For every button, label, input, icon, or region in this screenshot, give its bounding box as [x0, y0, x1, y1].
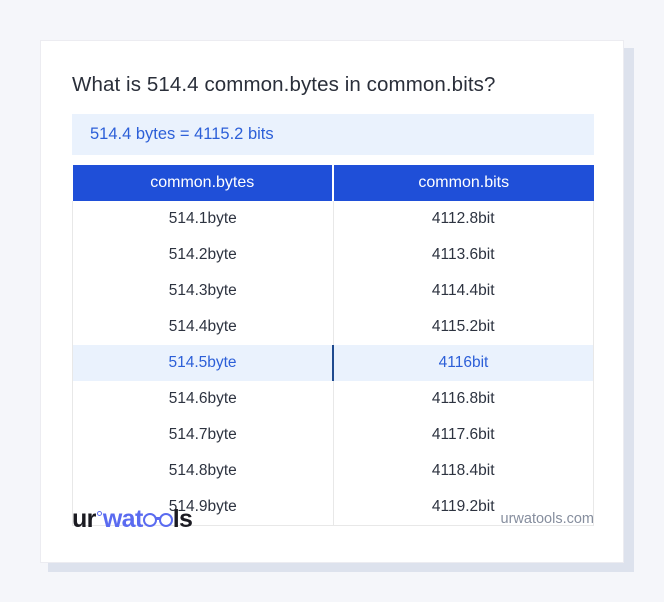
logo-text-part-1: ur [72, 504, 96, 533]
result-banner-text: 514.4 bytes = 4115.2 bits [90, 125, 274, 143]
table-row[interactable]: 514.4byte 4115.2bit [72, 309, 594, 345]
table-header-row: common.bytes common.bits [72, 165, 594, 201]
result-banner: 514.4 bytes = 4115.2 bits [72, 114, 594, 155]
page-title: What is 514.4 common.bytes in common.bit… [72, 73, 496, 96]
table-row[interactable]: 514.3byte 4114.4bit [72, 273, 594, 309]
logo-text-part-3: ls [172, 504, 193, 533]
cell-bytes: 514.7byte [72, 417, 334, 453]
cell-bits: 4113.6bit [333, 237, 594, 273]
column-header-bits[interactable]: common.bits [333, 165, 594, 201]
cell-bits: 4114.4bit [333, 273, 594, 309]
degree-dot-icon [96, 510, 102, 516]
logo-text-part-2: wat [102, 504, 143, 533]
cell-bits: 4116bit [333, 345, 594, 381]
footer-domain-text: urwatools.com [500, 511, 594, 527]
column-header-bytes[interactable]: common.bytes [72, 165, 334, 201]
glasses-oo-icon [142, 512, 173, 527]
table-body: 514.1byte 4112.8bit 514.2byte 4113.6bit 514.… [72, 201, 594, 526]
urwatools-logo[interactable]: ur wat ls [72, 504, 193, 533]
cell-bytes: 514.9byte [72, 489, 334, 526]
cell-bits: 4118.4bit [333, 453, 594, 489]
conversion-table: common.bytes common.bits 514.1byte 4112.8… [72, 165, 594, 526]
table-row[interactable]: 514.5byte 4116bit [72, 345, 594, 381]
cell-bits: 4119.2bit [333, 489, 594, 526]
cell-bytes: 514.2byte [72, 237, 334, 273]
cell-bits: 4116.8bit [333, 381, 594, 417]
cell-bits: 4115.2bit [333, 309, 594, 345]
table-row[interactable]: 514.6byte 4116.8bit [72, 381, 594, 417]
converter-card: What is 514.4 common.bytes in common.bit… [40, 40, 624, 563]
cell-bytes: 514.5byte [72, 345, 334, 381]
cell-bytes: 514.3byte [72, 273, 334, 309]
cell-bits: 4112.8bit [333, 201, 594, 237]
cell-bytes: 514.1byte [72, 201, 334, 237]
card-footer: ur wat ls urwatools.com [72, 496, 594, 542]
table-header: common.bytes common.bits [72, 165, 594, 201]
table-row[interactable]: 514.1byte 4112.8bit [72, 201, 594, 237]
cell-bits: 4117.6bit [333, 417, 594, 453]
cell-bytes: 514.4byte [72, 309, 334, 345]
table-row[interactable]: 514.2byte 4113.6bit [72, 237, 594, 273]
table-row[interactable]: 514.9byte 4119.2bit [72, 489, 594, 526]
cell-bytes: 514.8byte [72, 453, 334, 489]
table-row[interactable]: 514.7byte 4117.6bit [72, 417, 594, 453]
table-row[interactable]: 514.8byte 4118.4bit [72, 453, 594, 489]
cell-bytes: 514.6byte [72, 381, 334, 417]
